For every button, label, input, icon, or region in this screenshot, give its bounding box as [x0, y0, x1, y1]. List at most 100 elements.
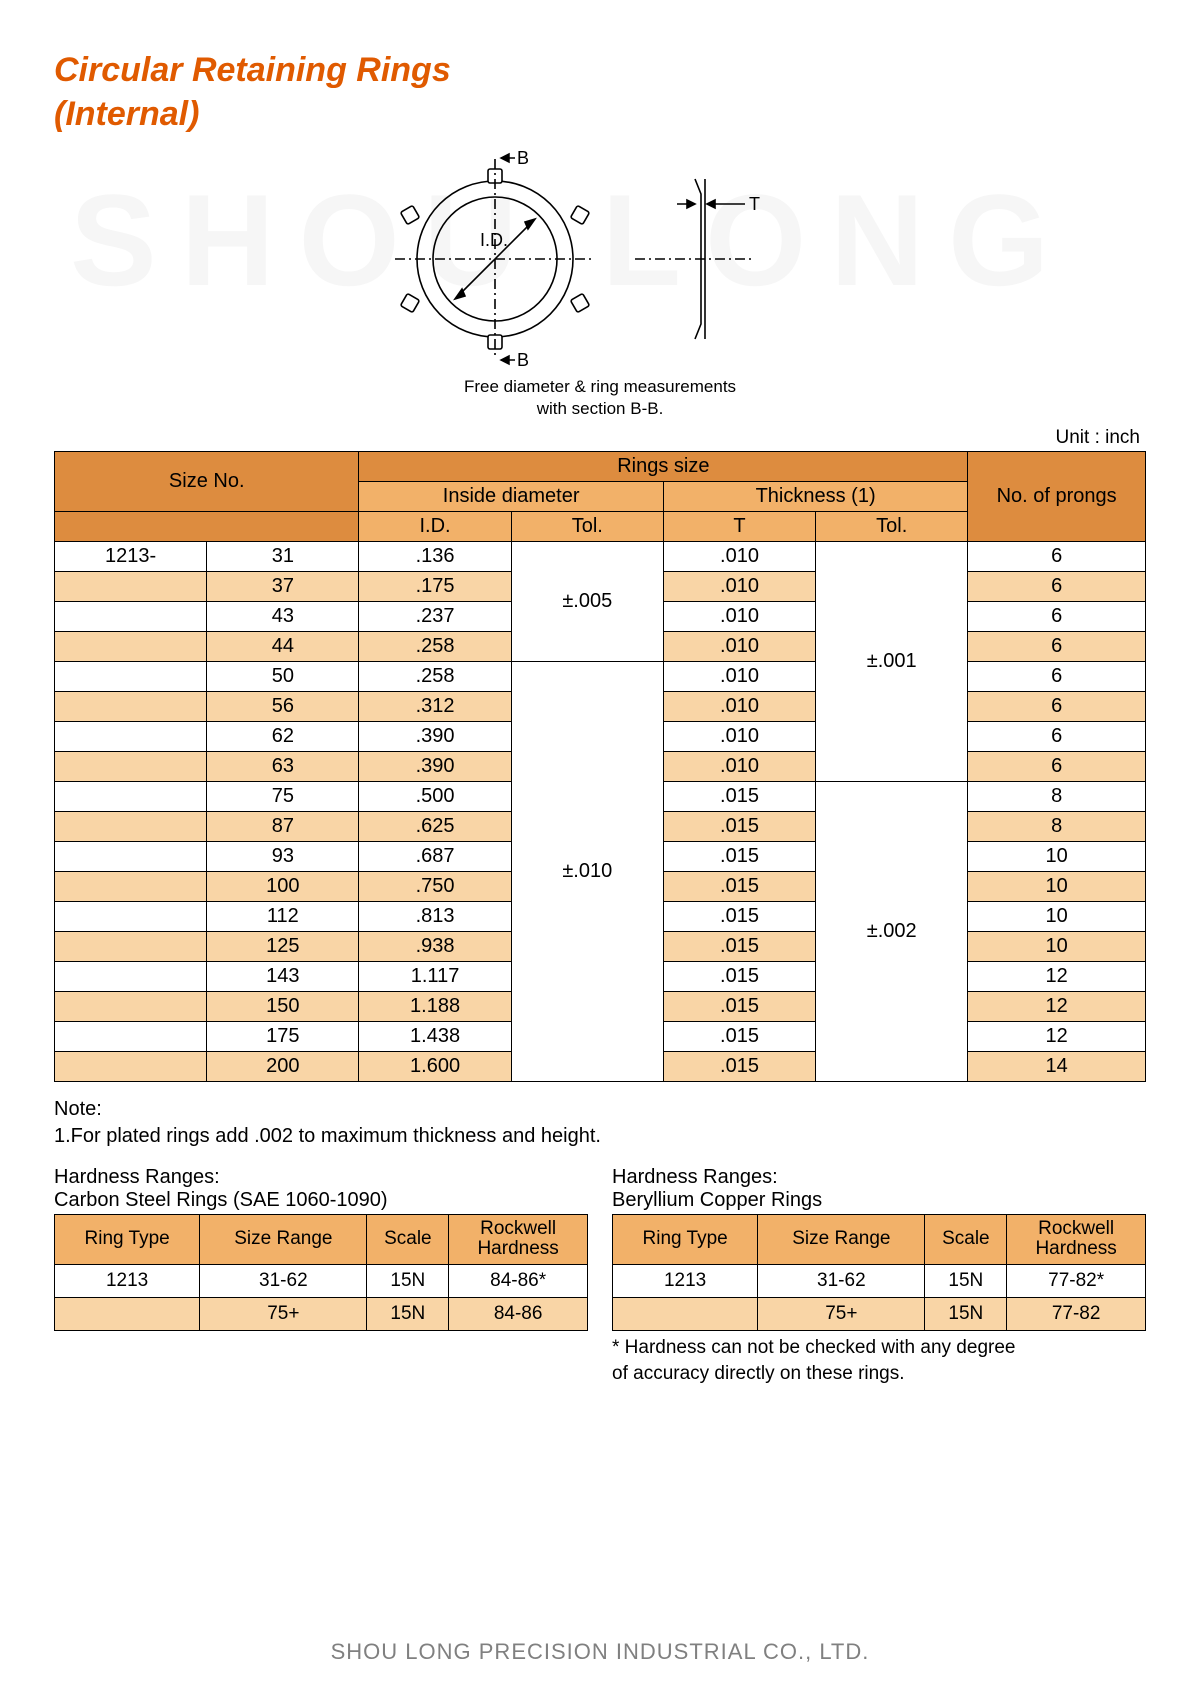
cell-prefix-empty	[55, 1051, 207, 1081]
cell-t: .015	[663, 781, 815, 811]
h2-t1: Hardness Ranges:	[612, 1166, 778, 1188]
cell-t: .010	[663, 541, 815, 571]
cell-size: 93	[207, 841, 359, 871]
cell-id: .938	[359, 931, 511, 961]
cell-prefix-empty	[55, 991, 207, 1021]
note-block: Note: 1.For plated rings add .002 to max…	[54, 1096, 1146, 1150]
th-id: I.D.	[359, 511, 511, 541]
th-tol1: Tol.	[511, 511, 663, 541]
cell-t: .015	[663, 871, 815, 901]
cell-id: 1.117	[359, 961, 511, 991]
note-label: Note:	[54, 1098, 102, 1120]
hcell-rh: 77-82*	[1007, 1265, 1146, 1298]
hardness2-table: Ring Type Size Range Scale RockwellHardn…	[612, 1214, 1146, 1332]
hcell-rh: 84-86*	[449, 1265, 588, 1298]
h2-th-sc: Scale	[925, 1214, 1007, 1265]
cell-prongs: 6	[968, 661, 1146, 691]
cell-prongs: 12	[968, 961, 1146, 991]
hardness1-table: Ring Type Size Range Scale RockwellHardn…	[54, 1214, 588, 1332]
cell-prefix-empty	[55, 1021, 207, 1051]
cell-t: .010	[663, 631, 815, 661]
cell-size: 63	[207, 751, 359, 781]
hcell-rt: 1213	[613, 1265, 758, 1298]
th-rings-size: Rings size	[359, 451, 968, 481]
cell-prongs: 6	[968, 571, 1146, 601]
diagram-b-top: B	[517, 148, 529, 168]
hcell-sc: 15N	[367, 1265, 449, 1298]
cell-prongs: 6	[968, 721, 1146, 751]
title-line2: (Internal)	[54, 95, 199, 133]
hcell-sr: 31-62	[200, 1265, 367, 1298]
cell-prefix-empty	[55, 871, 207, 901]
ring-diagram-svg: I.D. B B	[365, 144, 835, 374]
hcell-sc: 15N	[925, 1298, 1007, 1331]
h1-th-rt: Ring Type	[55, 1214, 200, 1265]
diagram-t-label: T	[749, 194, 760, 214]
disc-l2: of accuracy directly on these rings.	[612, 1363, 905, 1384]
footer-company: SHOU LONG PRECISION INDUSTRIAL CO., LTD.	[0, 1639, 1200, 1665]
cell-t: .010	[663, 571, 815, 601]
cell-size: 43	[207, 601, 359, 631]
cell-prongs: 14	[968, 1051, 1146, 1081]
diagram-b-bottom: B	[517, 350, 529, 370]
cell-prefix-empty	[55, 811, 207, 841]
hcell-rt: 1213	[55, 1265, 200, 1298]
cell-prefix-empty	[55, 841, 207, 871]
h1-th-sr: Size Range	[200, 1214, 367, 1265]
spec-table: Size No. Rings size No. of prongs Inside…	[54, 451, 1146, 1082]
cell-id: .390	[359, 721, 511, 751]
cell-t: .010	[663, 691, 815, 721]
cell-prongs: 6	[968, 541, 1146, 571]
cell-size: 50	[207, 661, 359, 691]
cell-size: 200	[207, 1051, 359, 1081]
hardness-disclaimer: * Hardness can not be checked with any d…	[612, 1335, 1146, 1386]
h1-t2: Carbon Steel Rings (SAE 1060-1090)	[54, 1189, 388, 1211]
note-text: 1.For plated rings add .002 to maximum t…	[54, 1125, 601, 1147]
cell-prefix: 1213-	[55, 541, 207, 571]
cell-t: .010	[663, 661, 815, 691]
cell-id: .136	[359, 541, 511, 571]
cell-prefix-empty	[55, 781, 207, 811]
hcell-sr: 31-62	[758, 1265, 925, 1298]
cell-t: .015	[663, 811, 815, 841]
cell-t: .010	[663, 601, 815, 631]
cell-idtol2: ±.010	[511, 661, 663, 1081]
h2-th-sr: Size Range	[758, 1214, 925, 1265]
cell-prongs: 10	[968, 871, 1146, 901]
hcell-sc: 15N	[367, 1298, 449, 1331]
cell-prefix-empty	[55, 901, 207, 931]
cell-size: 44	[207, 631, 359, 661]
cell-id: .750	[359, 871, 511, 901]
th-t: T	[663, 511, 815, 541]
th-prongs: No. of prongs	[968, 451, 1146, 541]
cell-id: .258	[359, 661, 511, 691]
cell-size: 100	[207, 871, 359, 901]
cell-prongs: 10	[968, 841, 1146, 871]
cell-id: 1.438	[359, 1021, 511, 1051]
cell-prongs: 6	[968, 691, 1146, 721]
cell-prongs: 12	[968, 991, 1146, 1021]
cell-t: .015	[663, 1051, 815, 1081]
cell-prefix-empty	[55, 751, 207, 781]
hcell-sc: 15N	[925, 1265, 1007, 1298]
cell-size: 125	[207, 931, 359, 961]
hcell-rh: 84-86	[449, 1298, 588, 1331]
cell-ttol2: ±.002	[816, 781, 968, 1081]
h1-th-sc: Scale	[367, 1214, 449, 1265]
cell-prefix-empty	[55, 601, 207, 631]
cell-size: 75	[207, 781, 359, 811]
cell-prefix-empty	[55, 691, 207, 721]
cell-prefix-empty	[55, 661, 207, 691]
cell-id: .687	[359, 841, 511, 871]
h2-th-rh: RockwellHardness	[1007, 1214, 1146, 1265]
cell-t: .015	[663, 1021, 815, 1051]
cell-size: 143	[207, 961, 359, 991]
cell-prongs: 10	[968, 931, 1146, 961]
cell-id: .312	[359, 691, 511, 721]
cell-prongs: 6	[968, 601, 1146, 631]
cell-id: .237	[359, 601, 511, 631]
th-tol2: Tol.	[816, 511, 968, 541]
cell-prongs: 6	[968, 751, 1146, 781]
title-line1: Circular Retaining Rings	[54, 51, 451, 89]
hcell-rh: 77-82	[1007, 1298, 1146, 1331]
